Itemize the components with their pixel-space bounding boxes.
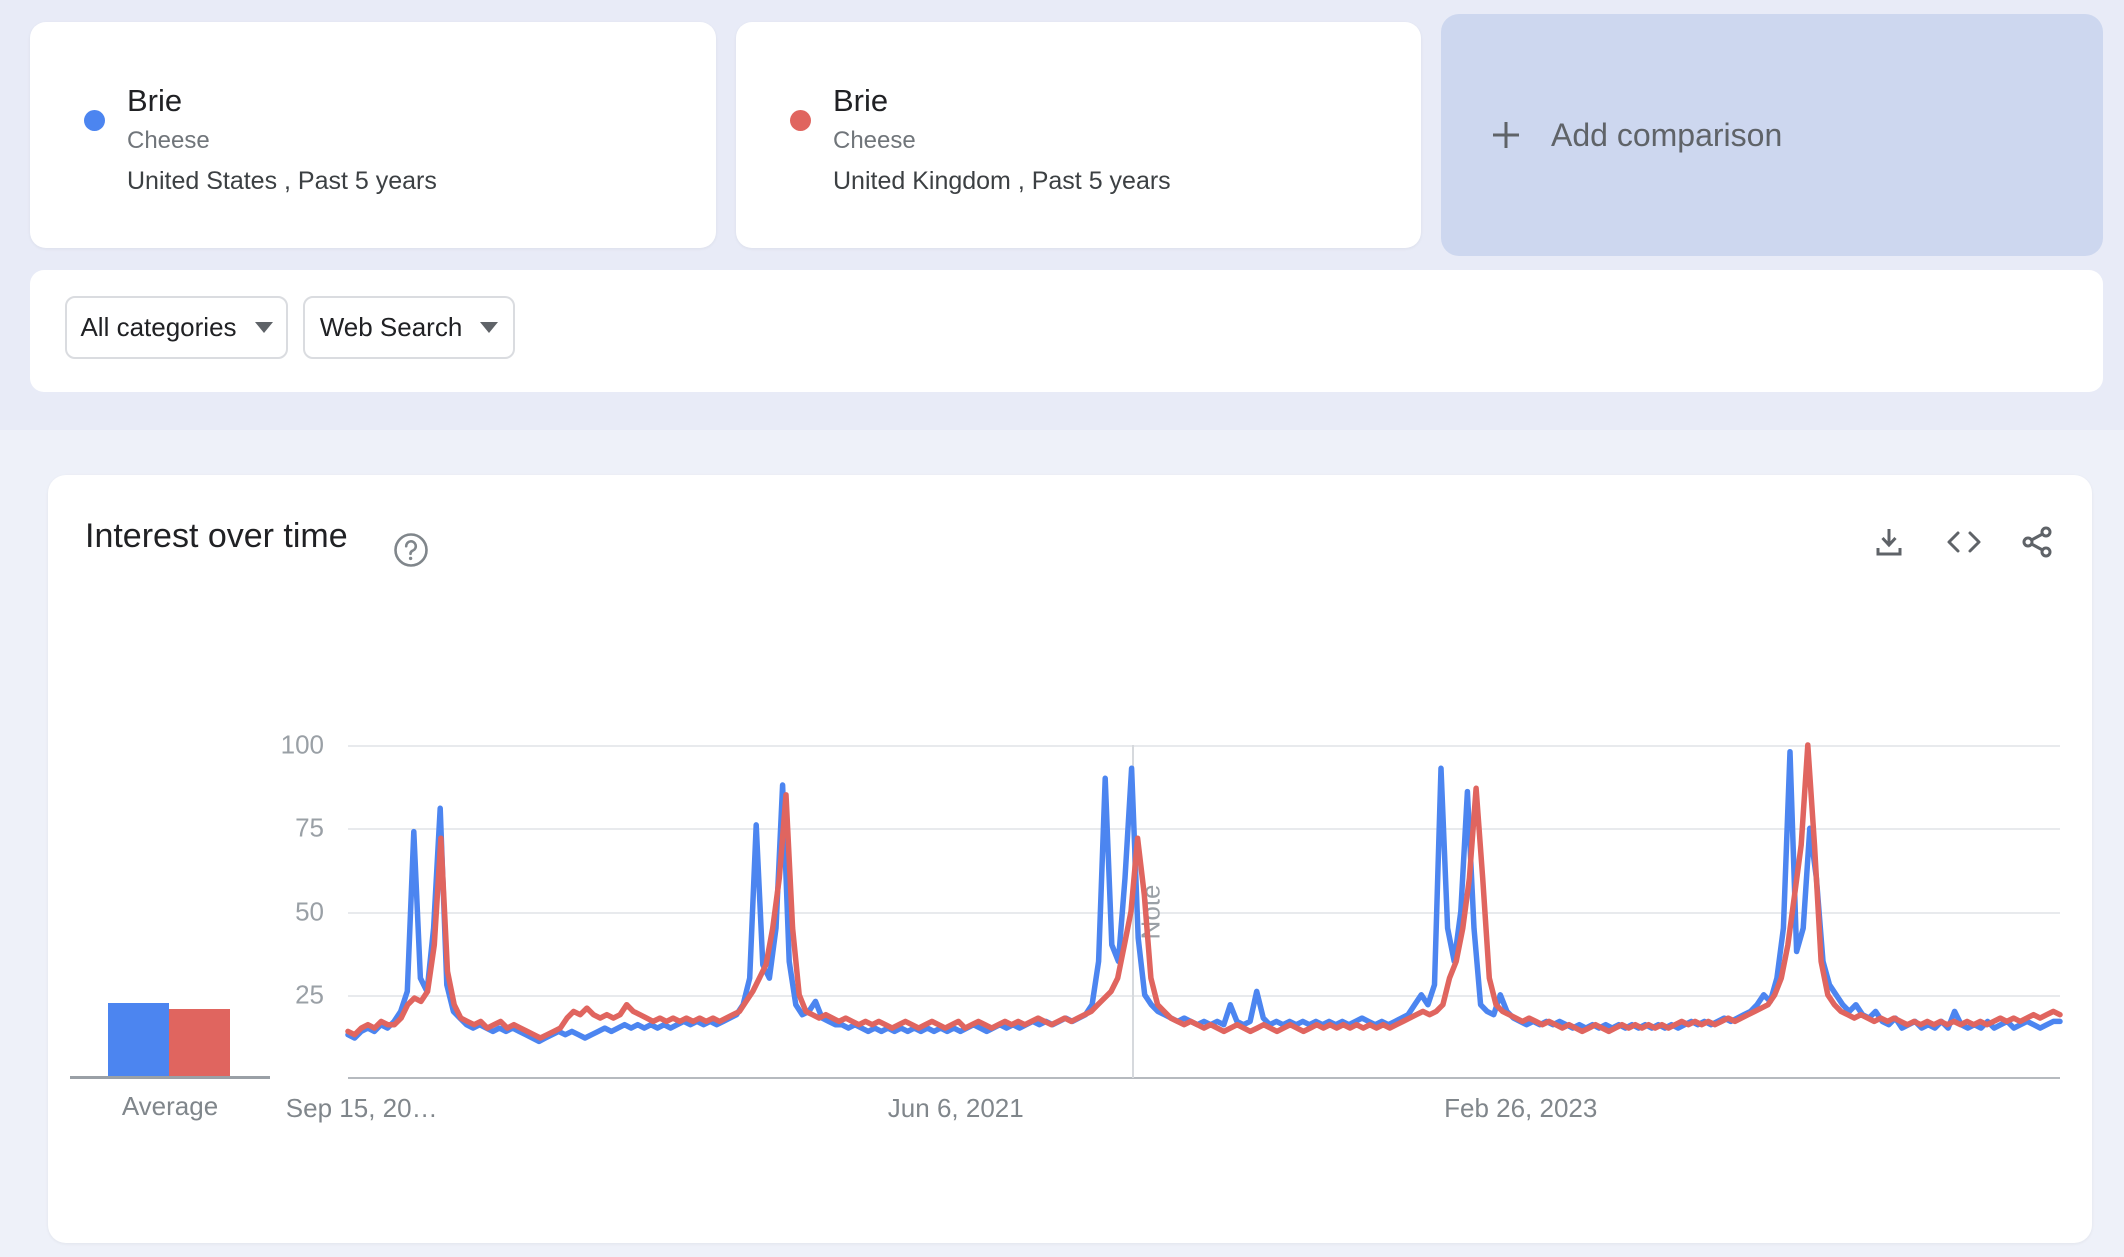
interest-over-time-widget: Interest over time [48, 475, 2092, 1243]
y-axis-tick: 25 [295, 979, 324, 1010]
series-color-dot-us [84, 110, 105, 131]
category-dropdown[interactable]: All categories [65, 296, 288, 359]
series-color-dot-uk [790, 110, 811, 131]
gridline-100 [348, 745, 2060, 747]
x-axis-tick: Feb 26, 2023 [1444, 1093, 1598, 1123]
x-axis-line [348, 1077, 2060, 1079]
x-axis-tick: Sep 15, 20… [285, 1093, 438, 1123]
add-comparison-label: Add comparison [1551, 116, 1783, 153]
download-button[interactable] [1872, 525, 1906, 559]
gridline-50 [348, 911, 2060, 914]
search-type-dropdown[interactable]: Web Search [303, 296, 515, 359]
term-title: Brie [833, 83, 889, 118]
chevron-down-icon [254, 322, 273, 333]
search-type-dropdown-value: Web Search [319, 312, 463, 342]
y-axis-tick: 100 [280, 729, 324, 760]
filters-bar: All categories Web Search [30, 270, 2103, 392]
y-axis-tick: 75 [295, 812, 324, 843]
chevron-down-icon [480, 322, 499, 333]
help-button[interactable] [392, 531, 430, 569]
embed-button[interactable] [1946, 525, 1981, 559]
term-card-united-states[interactable]: Brie Cheese United States , Past 5 years [30, 22, 716, 248]
average-label: Average [121, 1091, 219, 1121]
plus-icon [1493, 122, 1519, 148]
term-scope: United States , Past 5 years [127, 167, 437, 195]
help-icon [394, 533, 428, 567]
average-bar-us [108, 1002, 169, 1076]
share-icon [2022, 526, 2052, 558]
category-dropdown-value: All categories [80, 312, 237, 342]
term-card-united-kingdom[interactable]: Brie Cheese United Kingdom , Past 5 year… [736, 22, 1421, 248]
gridline-25 [348, 994, 2060, 997]
add-comparison-button[interactable]: Add comparison [1441, 14, 2103, 256]
term-title: Brie [127, 83, 183, 118]
average-axis-line [70, 1076, 270, 1079]
term-scope: United Kingdom , Past 5 years [833, 167, 1171, 195]
line-chart-plot-area: 100 75 50 25 Note Sep 15, 20… Jun 6, 202… [281, 730, 2063, 1123]
share-button[interactable] [2020, 525, 2054, 559]
gridline-75 [348, 828, 2060, 831]
code-embed-icon [1947, 531, 1981, 553]
y-axis-tick: 50 [295, 896, 324, 926]
average-bar-uk [169, 1009, 230, 1076]
term-subtitle: Cheese [833, 127, 916, 154]
term-subtitle: Cheese [127, 127, 210, 154]
x-axis-tick: Jun 6, 2021 [887, 1093, 1024, 1123]
download-icon [1876, 529, 1902, 556]
trend-lines [345, 742, 2063, 1045]
widget-title: Interest over time [85, 517, 348, 555]
